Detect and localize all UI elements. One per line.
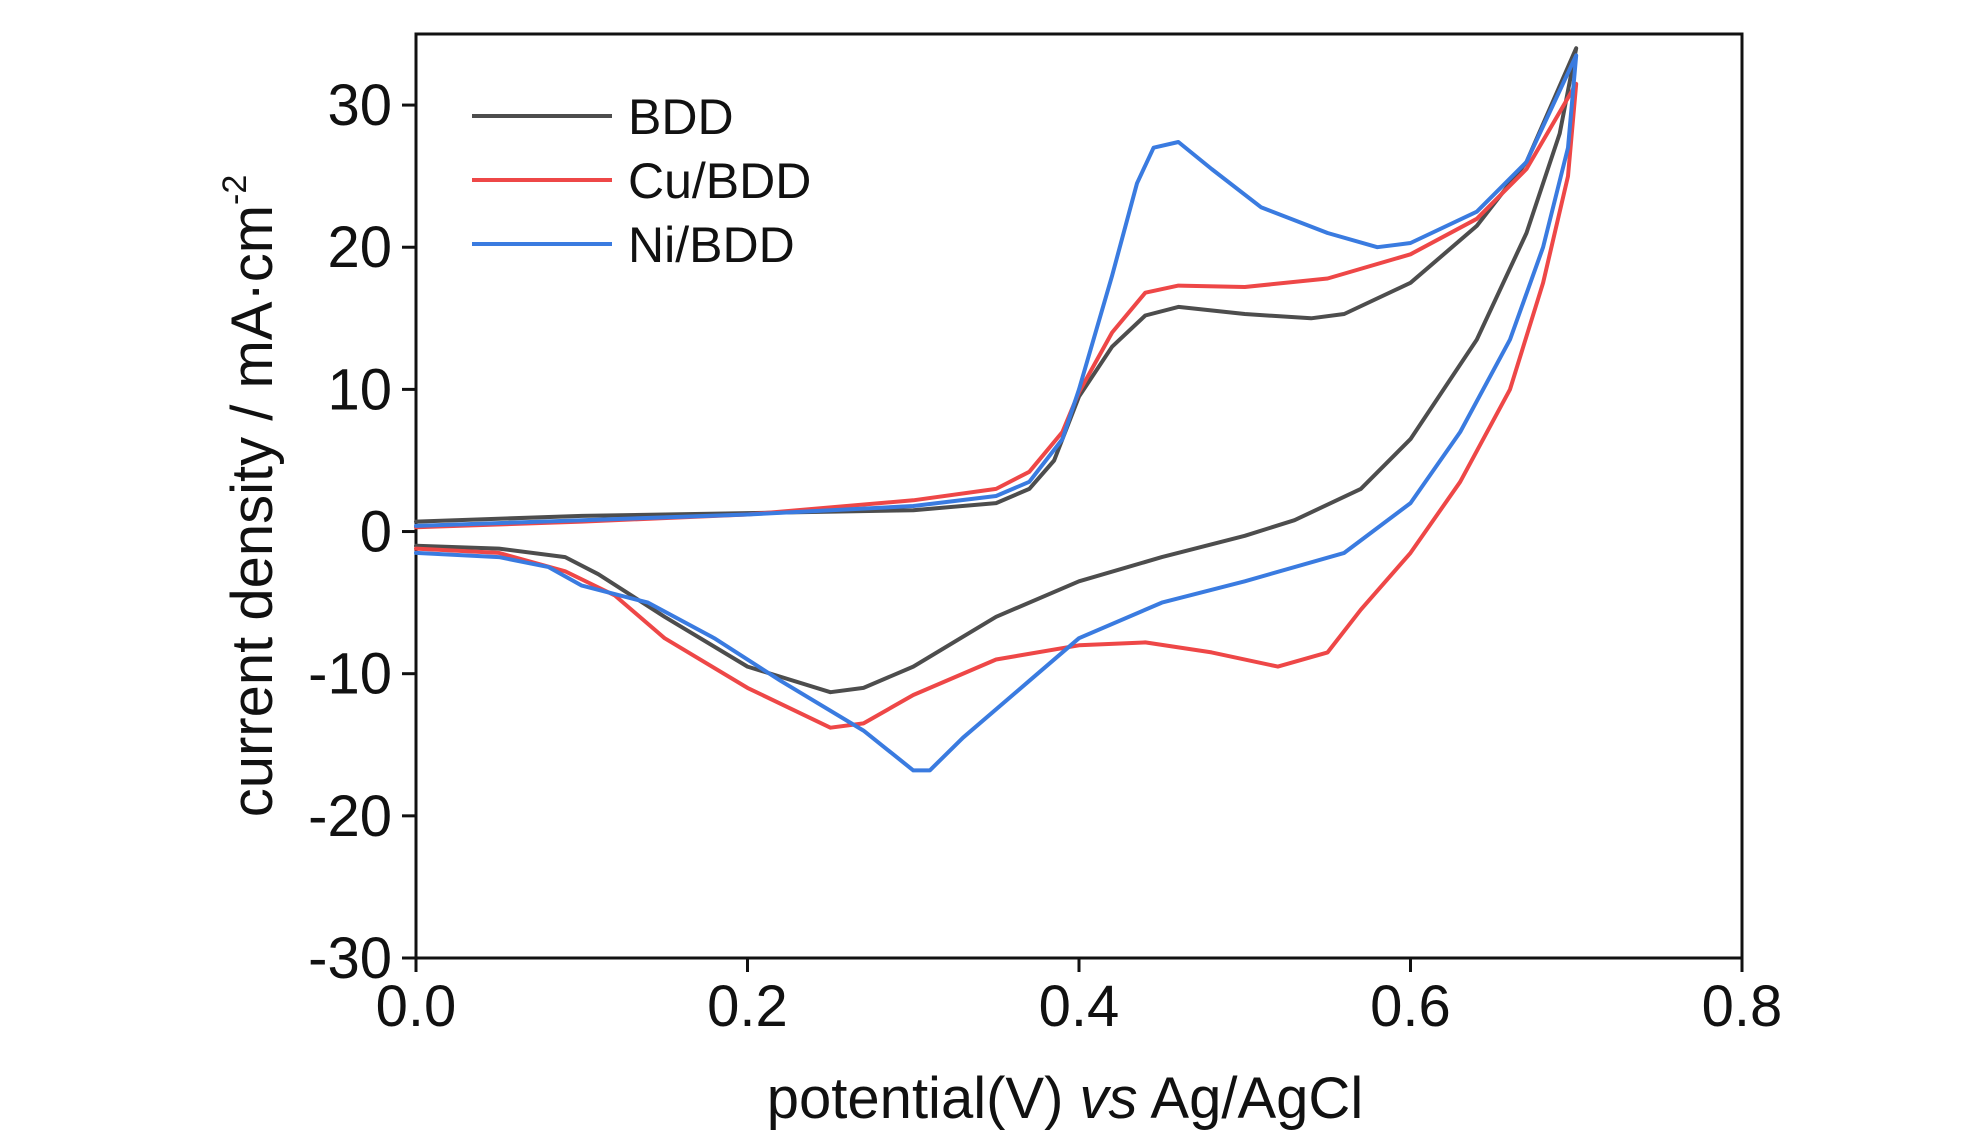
series-line-bdd [414,46,1579,695]
y-tick-label: -20 [308,784,392,849]
y-tick-label: -10 [308,642,392,707]
y-tick-label: 20 [327,215,392,280]
legend-label: Cu/BDD [628,153,811,209]
legend-label: BDD [628,89,734,145]
x-tick-label: 0.6 [1370,974,1451,1039]
y-tick-label: 10 [327,357,392,422]
series-line-ni-bdd [414,53,1579,773]
y-tick-label: -30 [308,926,392,991]
x-tick-label: 0.8 [1702,974,1783,1039]
axis-ticks: 0.0 0.2 0.4 0.6 0.8 -30 -20 -10 0 10 20 30 [308,73,1782,1039]
x-axis-title: potential(V) vs Ag/AgCl [767,1066,1363,1131]
y-axis-title: current density / mA·cm-2 [216,175,285,818]
x-tick-label: 0.2 [707,974,788,1039]
x-tick-label: 0.0 [376,974,457,1039]
series-layer [414,46,1579,773]
legend-label: Ni/BDD [628,217,795,273]
x-tick-label: 0.4 [1039,974,1120,1039]
legend: BDD Cu/BDD Ni/BDD [472,89,811,273]
plot-frame [414,32,1744,960]
y-tick-label: 30 [327,73,392,138]
y-tick-label: 0 [360,500,392,565]
